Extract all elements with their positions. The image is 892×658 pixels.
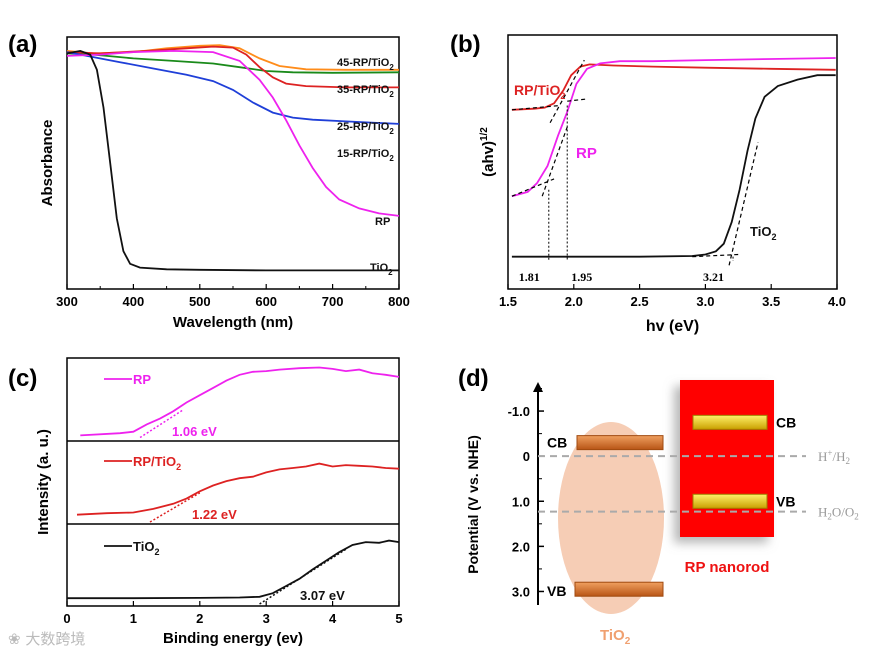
y-axis-label: Potential (V vs. NHE)	[465, 435, 481, 573]
tangent-line	[541, 126, 568, 197]
series-line-15-RP/TiO2	[66, 51, 400, 125]
panel-d-band-diagram: -1.0 0 1.0 2.0 3.0 Potential (V vs. NHE) TiO2 R…	[465, 380, 859, 647]
y-tick-label: 0	[523, 449, 530, 464]
edge-label: 1.06 eV	[172, 424, 217, 439]
y-tick-label: 2.0	[512, 539, 530, 554]
bandgap-label: 3.21	[703, 270, 724, 284]
y-axis-label: Absorbance	[39, 120, 56, 207]
x-tick-label: 2	[196, 611, 203, 626]
legend-label-TiO2: TiO2	[133, 539, 159, 557]
x-axis-label: Wavelength (nm)	[173, 314, 293, 331]
series-label-RP: RP	[375, 216, 390, 228]
rp-vb-band	[692, 493, 768, 509]
rp-cb-band	[692, 414, 768, 430]
series-label-TiO2: TiO2	[370, 262, 393, 277]
x-tick-label: 3.0	[696, 294, 714, 309]
series-line-TiO2	[511, 74, 836, 258]
tio2-vb-band	[574, 581, 664, 597]
x-axis-label: Binding energy (ev)	[163, 630, 303, 647]
panel-label-c: (c)	[8, 365, 37, 392]
panel-label-b: (b)	[450, 31, 481, 58]
x-tick-label: 1	[130, 611, 137, 626]
series-line-TiO2	[67, 539, 400, 600]
watermark-text: ❀ 大数跨境	[8, 630, 86, 648]
tio2-cb-band	[576, 435, 664, 451]
y-tick-label: 1.0	[512, 494, 530, 509]
panel-a-absorbance-chart: 300 400 500 600 700 800 Wavelength (nm) Absorba…	[39, 36, 410, 331]
series-line-35-RP/TiO2	[66, 52, 400, 74]
edge-tangent	[139, 409, 184, 439]
panel-label-d: (d)	[458, 365, 489, 392]
x-tick-label: 4	[329, 611, 337, 626]
rp-nanorod-label: RP nanorod	[685, 559, 770, 576]
series-label-25-RP/TiO2: 25-RP/TiO2	[337, 121, 394, 136]
panel-b-tauc-plot: 1.5 2.0 2.5 3.0 3.5 4.0 hv (eV) (ahv)1/2 1.81 1.9…	[479, 34, 846, 335]
x-tick-label: 500	[189, 294, 211, 309]
x-tick-label: 5	[395, 611, 402, 626]
tangent-line	[692, 253, 739, 258]
bandgap-label: 1.95	[571, 270, 592, 284]
rp-cb-label: CB	[776, 414, 796, 430]
y-axis-label: (ahv)1/2	[479, 127, 497, 177]
reference-label: H2O/O2	[818, 505, 859, 522]
x-tick-label: 2.0	[565, 294, 583, 309]
series-label-RP: RP	[576, 145, 597, 162]
x-tick-label: 1.5	[499, 294, 517, 309]
series-label-45-RP/TiO2: 45-RP/TiO2	[337, 57, 394, 72]
y-tick-label: 3.0	[512, 584, 530, 599]
series-line-TiO2	[66, 49, 399, 272]
series-label-RP/TiO2: RP/TiO2	[514, 82, 565, 101]
x-tick-label: 4.0	[828, 294, 846, 309]
tio2-particle	[558, 422, 664, 614]
x-tick-label: 700	[322, 294, 344, 309]
panel-c-xps-valence-chart: 0 1 2 3 4 5 Binding energy (ev) Intensity (a. u…	[35, 357, 403, 647]
tangent-line	[549, 59, 585, 124]
legend-label-RP/TiO2: RP/TiO2	[133, 454, 181, 472]
series-line-RP	[511, 57, 836, 198]
tio2-vb-label: VB	[547, 583, 566, 599]
tio2-cb-label: CB	[547, 435, 567, 451]
series-label-35-RP/TiO2: 35-RP/TiO2	[337, 84, 394, 99]
x-tick-label: 0	[63, 611, 70, 626]
series-line-RP	[80, 366, 400, 437]
y-axis-label: Intensity (a. u.)	[35, 429, 52, 535]
y-axis-arrow	[533, 382, 543, 392]
plot-frame	[507, 34, 838, 290]
x-tick-label: 800	[388, 294, 410, 309]
edge-label: 1.22 eV	[192, 507, 237, 522]
edge-label: 3.07 eV	[300, 588, 345, 603]
x-tick-label: 2.5	[631, 294, 649, 309]
rp-vb-label: VB	[776, 493, 795, 509]
edge-tangent	[149, 492, 201, 523]
legend-label-RP: RP	[133, 372, 151, 387]
series-line-RP/TiO2	[76, 462, 400, 516]
bandgap-label: 1.81	[519, 270, 540, 284]
x-tick-label: 3.5	[762, 294, 780, 309]
x-tick-label: 300	[56, 294, 78, 309]
x-axis-label: hv (eV)	[646, 318, 699, 335]
plot-frame	[66, 36, 400, 290]
y-tick-label: -1.0	[508, 404, 530, 419]
tangent-line	[567, 98, 588, 102]
tangent-line	[511, 104, 561, 111]
panel-label-a: (a)	[8, 31, 37, 58]
edge-tangent	[259, 548, 347, 605]
tangent-line	[728, 142, 759, 266]
tio2-label: TiO2	[600, 627, 631, 647]
panel-labels: (a) (b) (c) (d)	[8, 31, 489, 392]
x-tick-label: 400	[123, 294, 145, 309]
rp-nanorod	[680, 380, 774, 537]
x-tick-label: 600	[255, 294, 277, 309]
series-label-TiO2: TiO2	[750, 224, 776, 242]
series-label-15-RP/TiO2: 15-RP/TiO2	[337, 148, 394, 163]
plot-frame	[66, 357, 400, 607]
series-line-RP	[66, 49, 400, 217]
x-tick-label: 3	[263, 611, 270, 626]
reference-label: H+/H2	[818, 448, 850, 466]
